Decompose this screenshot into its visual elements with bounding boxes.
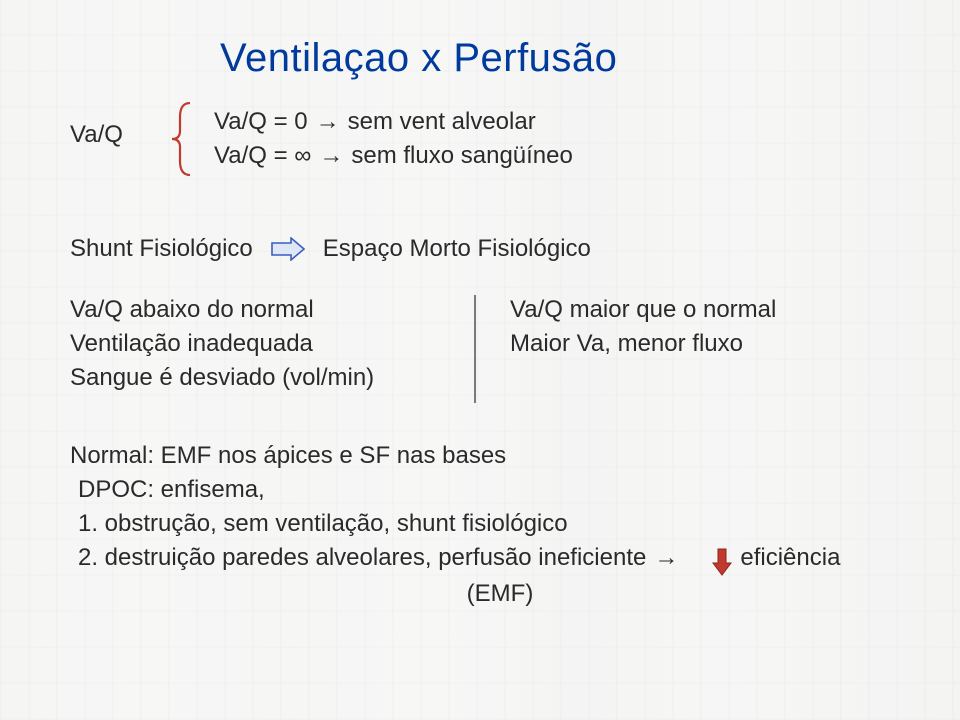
block-arrow-icon (271, 237, 305, 261)
slide-title: Ventilaçao x Perfusão (220, 36, 900, 81)
bottom-block: Normal: EMF nos ápices e SF nas bases DP… (70, 439, 900, 611)
left-column: Va/Q abaixo do normal Ventilação inadequ… (70, 293, 440, 403)
definition-2: Va/Q = ∞ → sem fluxo sangüíneo (214, 139, 573, 173)
def2-rhs: sem fluxo sangüíneo (351, 139, 572, 173)
vaq-label: Va/Q (70, 121, 123, 149)
mid-section: Shunt Fisiológico Espaço Morto Fisiológi… (70, 235, 900, 403)
mid-header-row: Shunt Fisiológico Espaço Morto Fisiológi… (70, 235, 900, 263)
espaco-morto-label: Espaço Morto Fisiológico (323, 235, 591, 263)
arrow-right-icon: → (654, 541, 678, 575)
slide-content: Ventilaçao x Perfusão Va/Q Va/Q = 0 → se… (0, 0, 960, 720)
down-arrow-icon (712, 548, 732, 576)
left-line-3: Sangue é desviado (vol/min) (70, 361, 440, 395)
bottom-line-1: Normal: EMF nos ápices e SF nas bases (70, 439, 900, 473)
def2-lhs: Va/Q = ∞ (214, 139, 311, 173)
left-line-2: Ventilação inadequada (70, 327, 440, 361)
right-line-1: Va/Q maior que o normal (510, 293, 900, 327)
bottom-emf: (EMF) (180, 577, 820, 611)
column-divider (474, 295, 476, 403)
left-line-1: Va/Q abaixo do normal (70, 293, 440, 327)
def1-rhs: sem vent alveolar (348, 105, 536, 139)
right-column: Va/Q maior que o normal Maior Va, menor … (510, 293, 900, 403)
definitions-block: Va/Q = 0 → sem vent alveolar Va/Q = ∞ → … (214, 105, 573, 173)
bracket-icon (170, 101, 196, 177)
bottom-line-3: 1. obstrução, sem ventilação, shunt fisi… (78, 507, 900, 541)
definition-1: Va/Q = 0 → sem vent alveolar (214, 105, 573, 139)
shunt-label: Shunt Fisiológico (70, 235, 253, 263)
bottom-line-4b: eficiência (740, 541, 840, 575)
arrow-right-icon: → (316, 105, 340, 139)
def1-lhs: Va/Q = 0 (214, 105, 308, 139)
bottom-line-4a: 2. destruição paredes alveolares, perfus… (78, 541, 646, 575)
arrow-right-icon: → (319, 139, 343, 173)
bottom-line-4: 2. destruição paredes alveolares, perfus… (78, 541, 900, 575)
right-line-2: Maior Va, menor fluxo (510, 327, 900, 361)
definitions-row: Va/Q Va/Q = 0 → sem vent alveolar Va/Q =… (70, 105, 900, 185)
two-column-block: Va/Q abaixo do normal Ventilação inadequ… (70, 293, 900, 403)
bottom-line-2: DPOC: enfisema, (78, 473, 900, 507)
